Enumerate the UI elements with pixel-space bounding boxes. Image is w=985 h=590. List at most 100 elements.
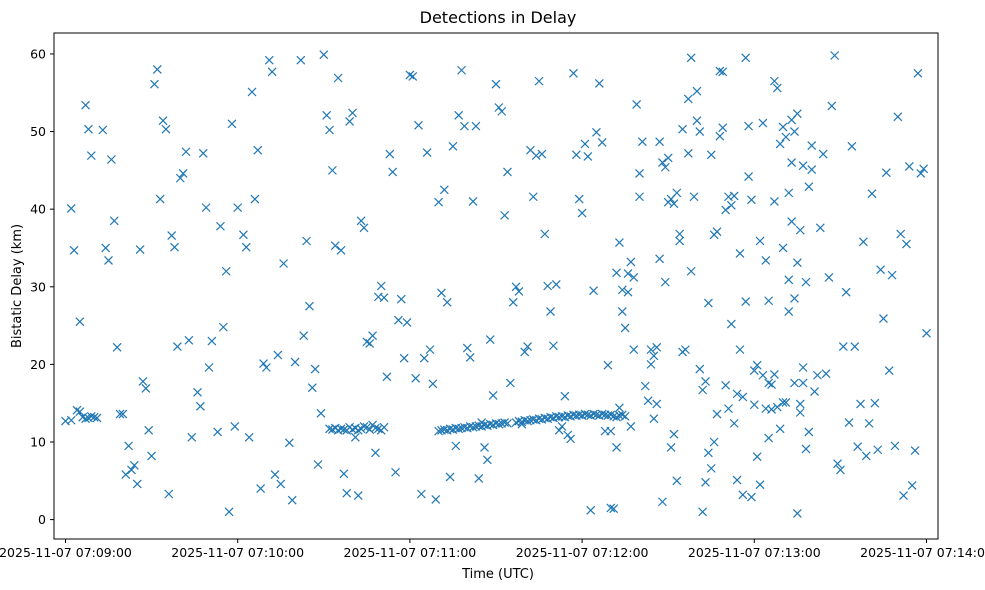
- data-point: [884, 366, 894, 376]
- data-point: [718, 67, 728, 77]
- data-point: [152, 65, 162, 74]
- data-point: [626, 422, 636, 431]
- data-point: [494, 103, 504, 112]
- data-point: [161, 124, 171, 134]
- y-axis: 0 10 20 30 40 50 60: [30, 46, 54, 527]
- data-point: [379, 293, 389, 303]
- data-point: [922, 328, 931, 338]
- data-point: [792, 109, 802, 119]
- data-point: [749, 400, 759, 410]
- data-point: [741, 53, 751, 63]
- data-point: [835, 465, 845, 475]
- data-point: [755, 480, 765, 490]
- data-point: [233, 203, 243, 213]
- data-point: [414, 120, 423, 130]
- data-point: [474, 474, 484, 483]
- data-point: [787, 158, 797, 168]
- data-point: [669, 199, 679, 209]
- data-point: [752, 452, 762, 462]
- data-point: [307, 383, 317, 393]
- data-point: [373, 424, 383, 434]
- data-point: [902, 239, 911, 249]
- data-point: [359, 422, 369, 431]
- data-point: [86, 151, 96, 161]
- data-point: [646, 345, 656, 355]
- data-point: [172, 342, 182, 351]
- data-point: [460, 121, 469, 131]
- data-point: [485, 335, 495, 344]
- data-point: [457, 65, 466, 75]
- data-point: [795, 399, 805, 409]
- data-point: [721, 380, 731, 390]
- data-point: [574, 194, 584, 204]
- data-point: [807, 165, 817, 175]
- data-point: [81, 100, 90, 110]
- data-point: [772, 83, 782, 93]
- plot-area: [53, 32, 939, 540]
- data-point: [706, 463, 716, 473]
- data-point: [198, 148, 208, 158]
- data-point: [138, 377, 148, 386]
- data-point: [313, 460, 323, 469]
- data-point: [428, 379, 438, 389]
- data-point: [747, 195, 756, 205]
- data-point: [669, 429, 679, 439]
- data-point: [141, 384, 151, 393]
- data-point: [838, 342, 848, 351]
- data-point: [904, 162, 914, 171]
- data-point: [213, 427, 223, 437]
- data-point: [531, 151, 541, 161]
- data-point: [612, 442, 621, 452]
- data-point: [287, 495, 297, 505]
- data-point: [893, 112, 903, 122]
- data-point: [368, 331, 378, 341]
- data-point: [187, 432, 197, 442]
- data-point: [471, 121, 481, 131]
- data-point: [672, 188, 682, 198]
- data-point: [520, 347, 530, 357]
- data-point: [718, 123, 728, 133]
- data-point: [462, 343, 472, 353]
- data-point: [178, 169, 188, 178]
- data-point: [124, 441, 134, 451]
- data-point: [675, 236, 685, 246]
- data-point: [239, 230, 248, 240]
- x-tick-label: 2025-11-07 07:14:00: [860, 545, 985, 560]
- data-point: [365, 339, 375, 348]
- data-point: [744, 172, 753, 181]
- data-point: [164, 489, 174, 499]
- data-point: [345, 117, 355, 126]
- data-point: [72, 405, 82, 415]
- data-point: [554, 425, 564, 435]
- data-point: [158, 116, 168, 126]
- data-point: [276, 479, 286, 489]
- data-point: [129, 460, 139, 470]
- data-point: [557, 422, 567, 431]
- data-point: [810, 387, 820, 396]
- data-point: [339, 425, 349, 434]
- data-point: [127, 465, 136, 475]
- x-axis: 2025-11-07 07:09:00 2025-11-07 07:10:00 20…: [0, 539, 985, 560]
- data-point: [640, 381, 650, 391]
- data-point: [385, 149, 395, 159]
- data-point: [755, 236, 765, 246]
- data-point: [795, 408, 805, 417]
- data-point: [761, 255, 771, 265]
- data-point: [132, 479, 142, 489]
- data-point: [365, 425, 375, 434]
- data-point: [778, 397, 788, 407]
- data-point: [135, 245, 145, 254]
- data-point: [514, 287, 524, 296]
- data-point: [379, 422, 389, 432]
- data-point: [422, 148, 432, 157]
- data-point: [393, 315, 403, 325]
- data-point: [477, 418, 487, 428]
- data-point: [784, 307, 794, 317]
- data-point: [454, 110, 464, 120]
- data-point: [580, 139, 590, 149]
- data-point: [468, 196, 478, 206]
- data-point: [523, 342, 532, 351]
- data-point: [890, 441, 900, 451]
- data-point: [391, 467, 400, 477]
